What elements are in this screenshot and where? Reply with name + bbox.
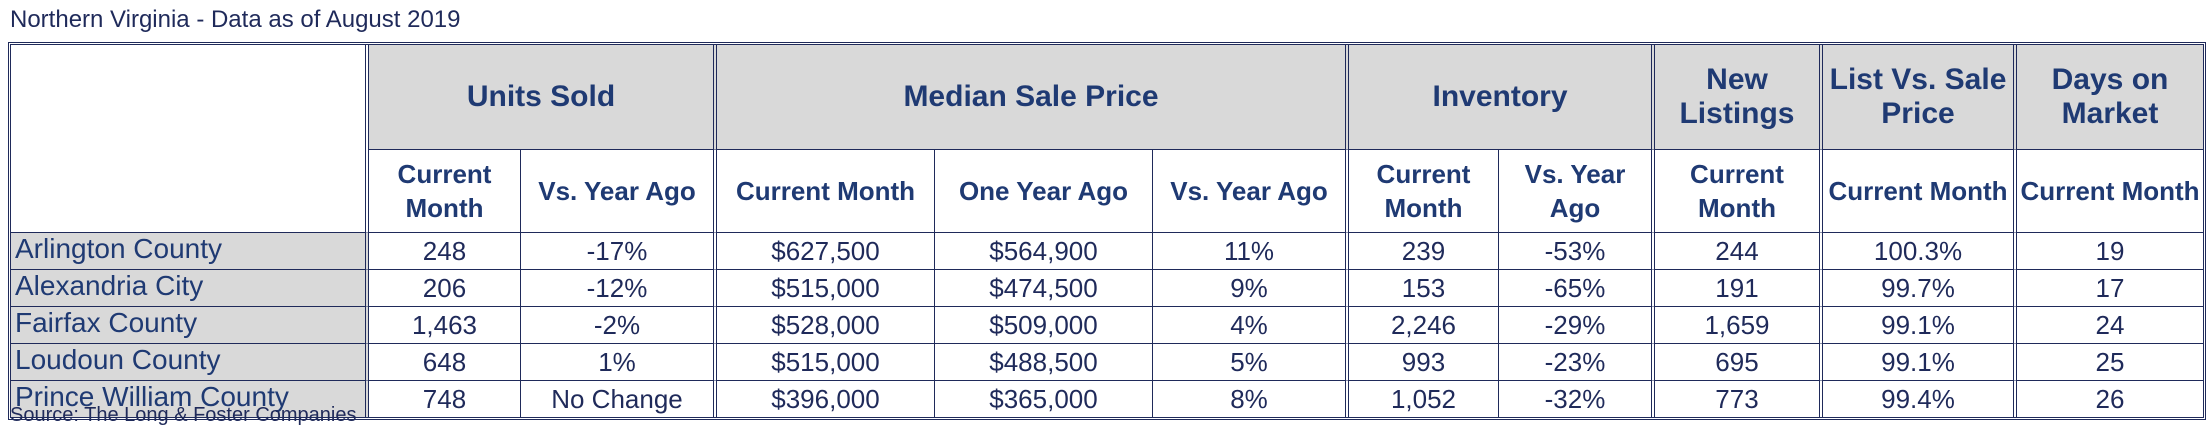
row-county: Fairfax County xyxy=(11,307,369,344)
cell-inv-vs: -65% xyxy=(1499,270,1655,307)
group-units-sold: Units Sold xyxy=(369,45,717,150)
cell-units-vs: -17% xyxy=(521,233,717,270)
cell-price-vs: 5% xyxy=(1153,344,1349,381)
cell-list-sale: 99.1% xyxy=(1823,344,2017,381)
table-title: Northern Virginia - Data as of August 20… xyxy=(10,6,461,33)
cell-inv: 153 xyxy=(1349,270,1499,307)
cell-price-vs: 4% xyxy=(1153,307,1349,344)
sub-header-row: Current Month Vs. Year Ago Current Month… xyxy=(11,150,2203,233)
cell-price-prev: $365,000 xyxy=(935,381,1153,417)
group-header-row: Units Sold Median Sale Price Inventory N… xyxy=(11,45,2203,233)
cell-price-prev: $488,500 xyxy=(935,344,1153,381)
cell-list-sale: 100.3% xyxy=(1823,233,2017,270)
cell-inv-vs: -23% xyxy=(1499,344,1655,381)
cell-units: 648 xyxy=(369,344,521,381)
group-days-on-market: Days on Market xyxy=(2017,45,2203,150)
cell-units-vs: 1% xyxy=(521,344,717,381)
cell-price: $396,000 xyxy=(717,381,935,417)
cell-units: 1,463 xyxy=(369,307,521,344)
cell-units-vs: No Change xyxy=(521,381,717,417)
cell-units: 248 xyxy=(369,233,521,270)
sub-days-current: Current Month xyxy=(2017,150,2203,233)
table-row: Loudoun County 648 1% $515,000 $488,500 … xyxy=(11,344,2203,381)
cell-units-vs: -12% xyxy=(521,270,717,307)
cell-days: 24 xyxy=(2017,307,2203,344)
sub-price-current: Current Month xyxy=(717,150,935,233)
cell-inv-vs: -53% xyxy=(1499,233,1655,270)
cell-new: 191 xyxy=(1655,270,1823,307)
row-county: Arlington County xyxy=(11,233,369,270)
cell-price: $627,500 xyxy=(717,233,935,270)
cell-days: 26 xyxy=(2095,383,2125,414)
cell-days: 25 xyxy=(2017,344,2203,381)
cell-list-sale: 99.1% xyxy=(1823,307,2017,344)
cell-inv: 993 xyxy=(1349,344,1499,381)
cell-price: $515,000 xyxy=(717,270,935,307)
cell-inv: 239 xyxy=(1349,233,1499,270)
row-county: Alexandria City xyxy=(11,270,369,307)
market-data-table: Units Sold Median Sale Price Inventory N… xyxy=(8,42,2206,420)
cell-units: 748 xyxy=(369,381,521,417)
cell-price-vs: 8% xyxy=(1153,381,1349,417)
table-row: Arlington County 248 -17% $627,500 $564,… xyxy=(11,233,2203,270)
sub-new-current: Current Month xyxy=(1655,150,1823,233)
sub-price-vs: Vs. Year Ago xyxy=(1153,150,1349,233)
cell-inv: 2,246 xyxy=(1349,307,1499,344)
group-new-listings: New Listings xyxy=(1655,45,1823,150)
sub-price-year-ago: One Year Ago xyxy=(935,150,1153,233)
sub-list-current: Current Month xyxy=(1823,150,2017,233)
cell-inv: 1,052 xyxy=(1349,381,1499,417)
cell-price-prev: $474,500 xyxy=(935,270,1153,307)
cell-inv-vs: -32% xyxy=(1499,381,1655,417)
cell-list-sale: 99.4% xyxy=(1823,381,2017,417)
cell-days: 19 xyxy=(2017,233,2203,270)
cell-price-prev: $509,000 xyxy=(935,307,1153,344)
cell-price-vs: 9% xyxy=(1153,270,1349,307)
sub-inv-vs: Vs. Year Ago xyxy=(1499,150,1655,233)
table-row: Prince William County 748 No Change $396… xyxy=(11,381,2203,417)
cell-new: 1,659 xyxy=(1655,307,1823,344)
table-row: Fairfax County 1,463 -2% $528,000 $509,0… xyxy=(11,307,2203,344)
corner-cell xyxy=(11,45,369,233)
cell-price-vs: 11% xyxy=(1153,233,1349,270)
cell-new: 695 xyxy=(1655,344,1823,381)
source-note: Source: The Long & Foster Companies xyxy=(10,404,357,426)
cell-new: 244 xyxy=(1655,233,1823,270)
cell-inv-vs: -29% xyxy=(1499,307,1655,344)
row-county: Loudoun County xyxy=(11,344,369,381)
row-county: Prince William County xyxy=(11,381,369,417)
sub-inv-current: Current Month xyxy=(1349,150,1499,233)
cell-units: 206 xyxy=(369,270,521,307)
cell-new: 773 xyxy=(1655,381,1823,417)
cell-units-vs: -2% xyxy=(521,307,717,344)
cell-price: $528,000 xyxy=(717,307,935,344)
cell-days: 17 xyxy=(2017,270,2203,307)
sub-units-vs: Vs. Year Ago xyxy=(521,150,717,233)
group-list-vs-sale: List Vs. Sale Price xyxy=(1823,45,2017,150)
group-inventory: Inventory xyxy=(1349,45,1655,150)
table-row: Alexandria City 206 -12% $515,000 $474,5… xyxy=(11,270,2203,307)
cell-list-sale: 99.7% xyxy=(1823,270,2017,307)
cell-price-prev: $564,900 xyxy=(935,233,1153,270)
group-median-sale-price: Median Sale Price xyxy=(717,45,1349,150)
sub-units-current: Current Month xyxy=(369,150,521,233)
cell-price: $515,000 xyxy=(717,344,935,381)
